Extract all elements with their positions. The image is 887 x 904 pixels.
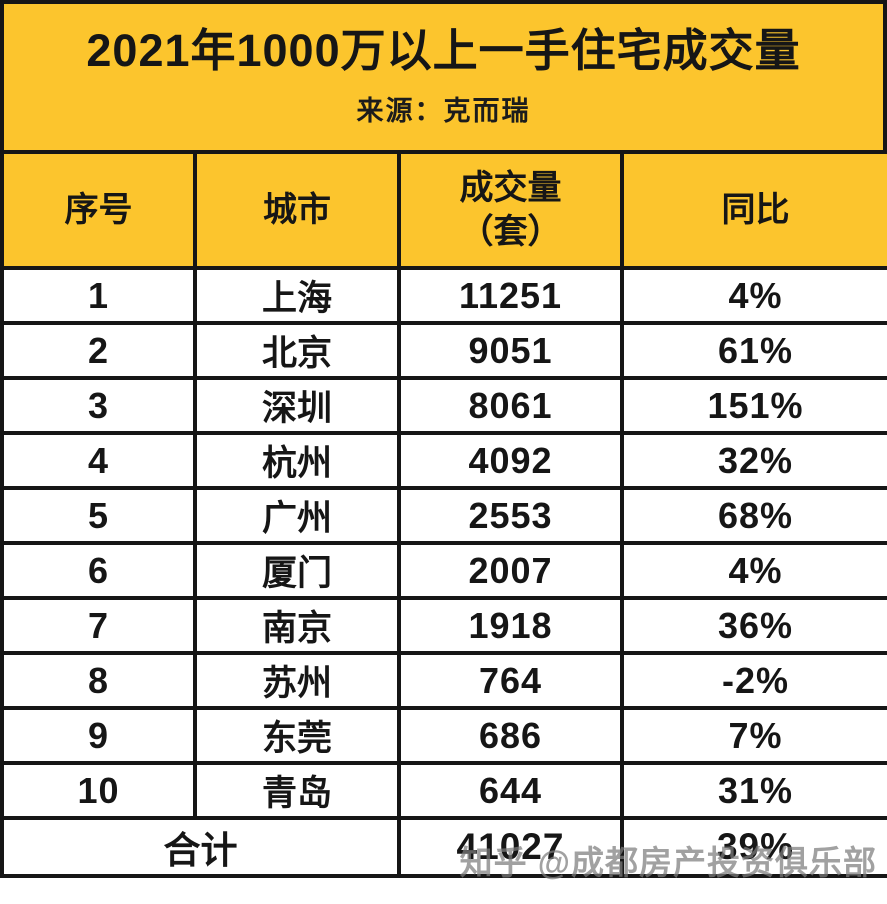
- col-header-no: 序号: [0, 150, 197, 270]
- cell-yoy: 61%: [620, 321, 887, 380]
- page-title: 2021年1000万以上一手住宅成交量: [86, 25, 801, 76]
- cell-volume: 644: [397, 761, 624, 820]
- cell-volume: 764: [397, 651, 624, 710]
- table-row: 1 上海 11251 4%: [0, 266, 887, 325]
- cell-yoy: 32%: [620, 431, 887, 490]
- cell-volume: 1918: [397, 596, 624, 655]
- cell-volume: 2007: [397, 541, 624, 600]
- cell-city: 上海: [193, 266, 401, 325]
- cell-volume: 11251: [397, 266, 624, 325]
- cell-yoy: 36%: [620, 596, 887, 655]
- cell-no: 3: [0, 376, 197, 435]
- cell-no: 1: [0, 266, 197, 325]
- cell-yoy: -2%: [620, 651, 887, 710]
- table-row: 2 北京 9051 61%: [0, 321, 887, 380]
- total-label: 合计: [0, 816, 401, 878]
- col-header-volume: 成交量 （套）: [397, 150, 624, 270]
- cell-yoy: 7%: [620, 706, 887, 765]
- col-header-city: 城市: [193, 150, 401, 270]
- cell-volume: 4092: [397, 431, 624, 490]
- cell-city: 北京: [193, 321, 401, 380]
- header-row: 序号 城市 成交量 （套） 同比: [0, 150, 887, 270]
- col-header-volume-line2: （套）: [459, 213, 562, 251]
- total-row: 合计 41027 39%: [0, 816, 887, 878]
- cell-no: 2: [0, 321, 197, 380]
- title-banner: 2021年1000万以上一手住宅成交量 来源：克而瑞: [0, 0, 887, 150]
- table-row: 4 杭州 4092 32%: [0, 431, 887, 490]
- cell-city: 厦门: [193, 541, 401, 600]
- cell-yoy: 31%: [620, 761, 887, 820]
- cell-no: 5: [0, 486, 197, 545]
- cell-city: 苏州: [193, 651, 401, 710]
- col-header-yoy: 同比: [620, 150, 887, 270]
- cell-city: 广州: [193, 486, 401, 545]
- col-header-volume-line1: 成交量: [459, 169, 562, 207]
- table-row: 10 青岛 644 31%: [0, 761, 887, 820]
- cell-yoy: 4%: [620, 541, 887, 600]
- table-row: 7 南京 1918 36%: [0, 596, 887, 655]
- cell-volume: 8061: [397, 376, 624, 435]
- table-row: 6 厦门 2007 4%: [0, 541, 887, 600]
- cell-no: 4: [0, 431, 197, 490]
- cell-yoy: 151%: [620, 376, 887, 435]
- cell-city: 杭州: [193, 431, 401, 490]
- cell-yoy: 68%: [620, 486, 887, 545]
- cell-volume: 2553: [397, 486, 624, 545]
- source-label: 来源：克而瑞: [356, 96, 531, 126]
- cell-volume: 686: [397, 706, 624, 765]
- table-row: 3 深圳 8061 151%: [0, 376, 887, 435]
- cell-no: 7: [0, 596, 197, 655]
- cell-volume: 9051: [397, 321, 624, 380]
- cell-no: 10: [0, 761, 197, 820]
- cell-no: 8: [0, 651, 197, 710]
- cell-no: 9: [0, 706, 197, 765]
- table-row: 8 苏州 764 -2%: [0, 651, 887, 710]
- cell-city: 青岛: [193, 761, 401, 820]
- cell-yoy: 4%: [620, 266, 887, 325]
- sales-table: 序号 城市 成交量 （套） 同比 1 上海 11251 4% 2 北京 9051…: [0, 150, 887, 878]
- total-yoy: 39%: [620, 816, 887, 878]
- total-volume: 41027: [397, 816, 624, 878]
- table-row: 9 东莞 686 7%: [0, 706, 887, 765]
- cell-city: 东莞: [193, 706, 401, 765]
- cell-city: 深圳: [193, 376, 401, 435]
- cell-no: 6: [0, 541, 197, 600]
- cell-city: 南京: [193, 596, 401, 655]
- table-row: 5 广州 2553 68%: [0, 486, 887, 545]
